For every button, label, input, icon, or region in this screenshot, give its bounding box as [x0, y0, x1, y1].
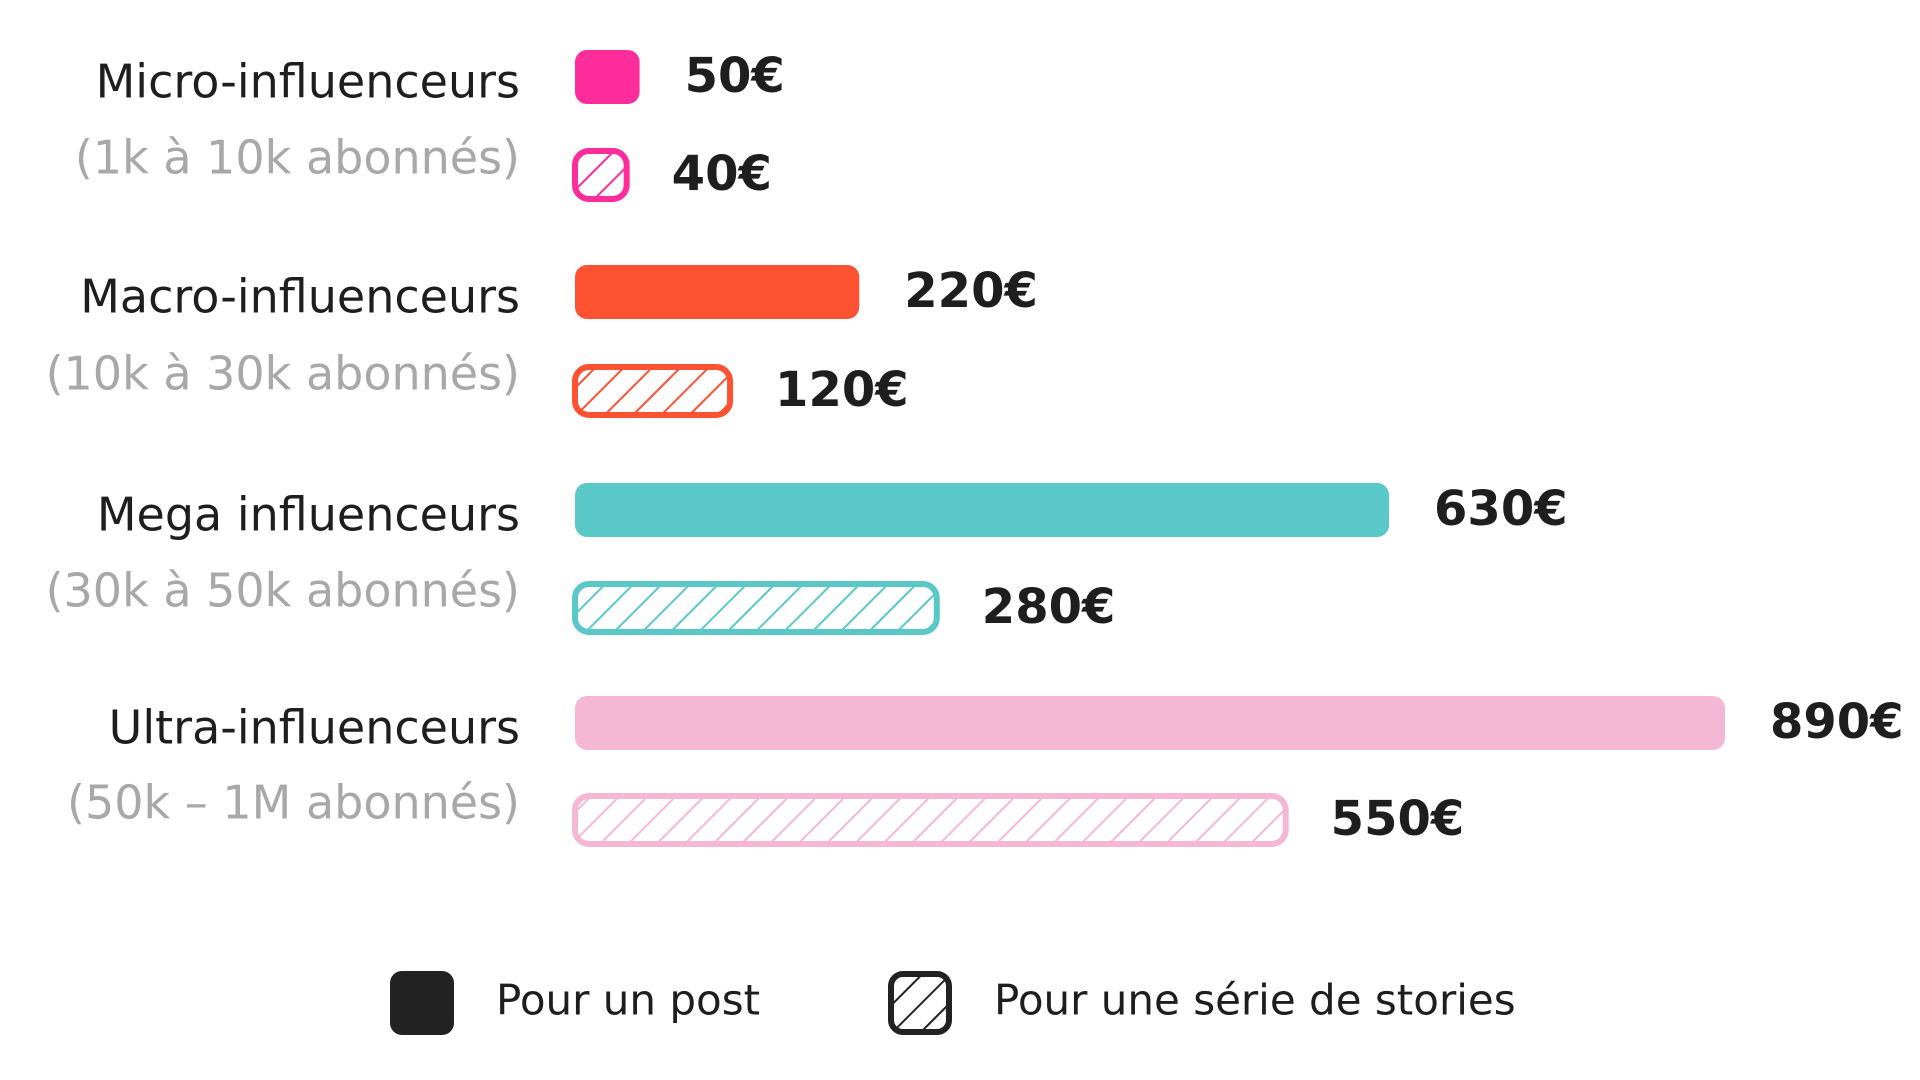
- category-sublabel: (50k – 1M abonnés): [67, 776, 520, 830]
- category-label: Mega influenceurs: [97, 488, 520, 542]
- value-label: 890€: [1770, 694, 1904, 750]
- value-label: 40€: [672, 146, 772, 202]
- bar: [572, 793, 1289, 847]
- category-label: Ultra-influenceurs: [109, 701, 520, 755]
- legend-swatch: [888, 971, 952, 1035]
- value-label: 280€: [982, 579, 1116, 635]
- legend-swatch: [390, 971, 454, 1035]
- bar: [575, 50, 640, 104]
- bar: [575, 265, 860, 319]
- category-sublabel: (1k à 10k abonnés): [75, 131, 520, 185]
- bar: [575, 483, 1390, 537]
- value-label: 50€: [685, 48, 785, 104]
- category-sublabel: (30k à 50k abonnés): [46, 564, 520, 618]
- value-label: 220€: [904, 263, 1038, 319]
- bar: [572, 148, 630, 202]
- legend-label: Pour une série de stories: [994, 976, 1516, 1025]
- category-sublabel: (10k à 30k abonnés): [46, 347, 520, 401]
- category-label: Macro-influenceurs: [80, 270, 520, 324]
- value-label: 550€: [1331, 791, 1465, 847]
- category-label: Micro-influenceurs: [96, 55, 520, 109]
- bar: [572, 364, 734, 418]
- value-label: 630€: [1434, 481, 1568, 537]
- legend-label: Pour un post: [496, 976, 760, 1025]
- value-label: 120€: [775, 362, 909, 418]
- bar: [572, 581, 940, 635]
- bar: [575, 696, 1725, 750]
